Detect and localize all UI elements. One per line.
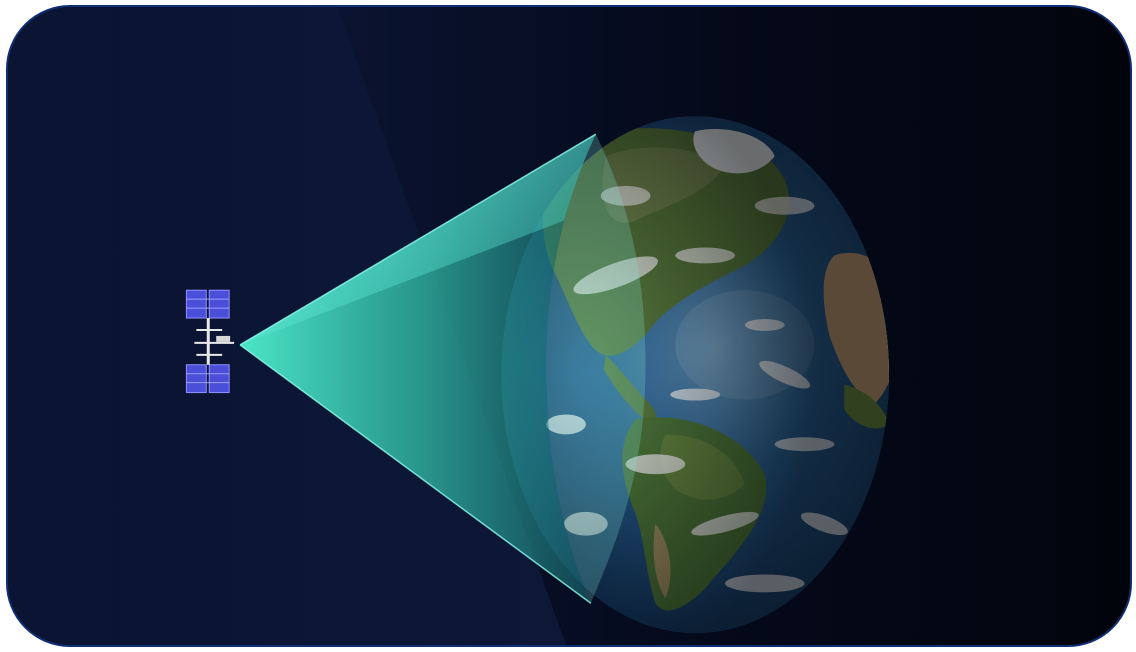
space-scene bbox=[9, 7, 889, 645]
earth bbox=[501, 116, 889, 634]
satellite-icon bbox=[185, 289, 235, 394]
image-frame bbox=[6, 5, 1132, 647]
view-cone bbox=[239, 133, 646, 604]
